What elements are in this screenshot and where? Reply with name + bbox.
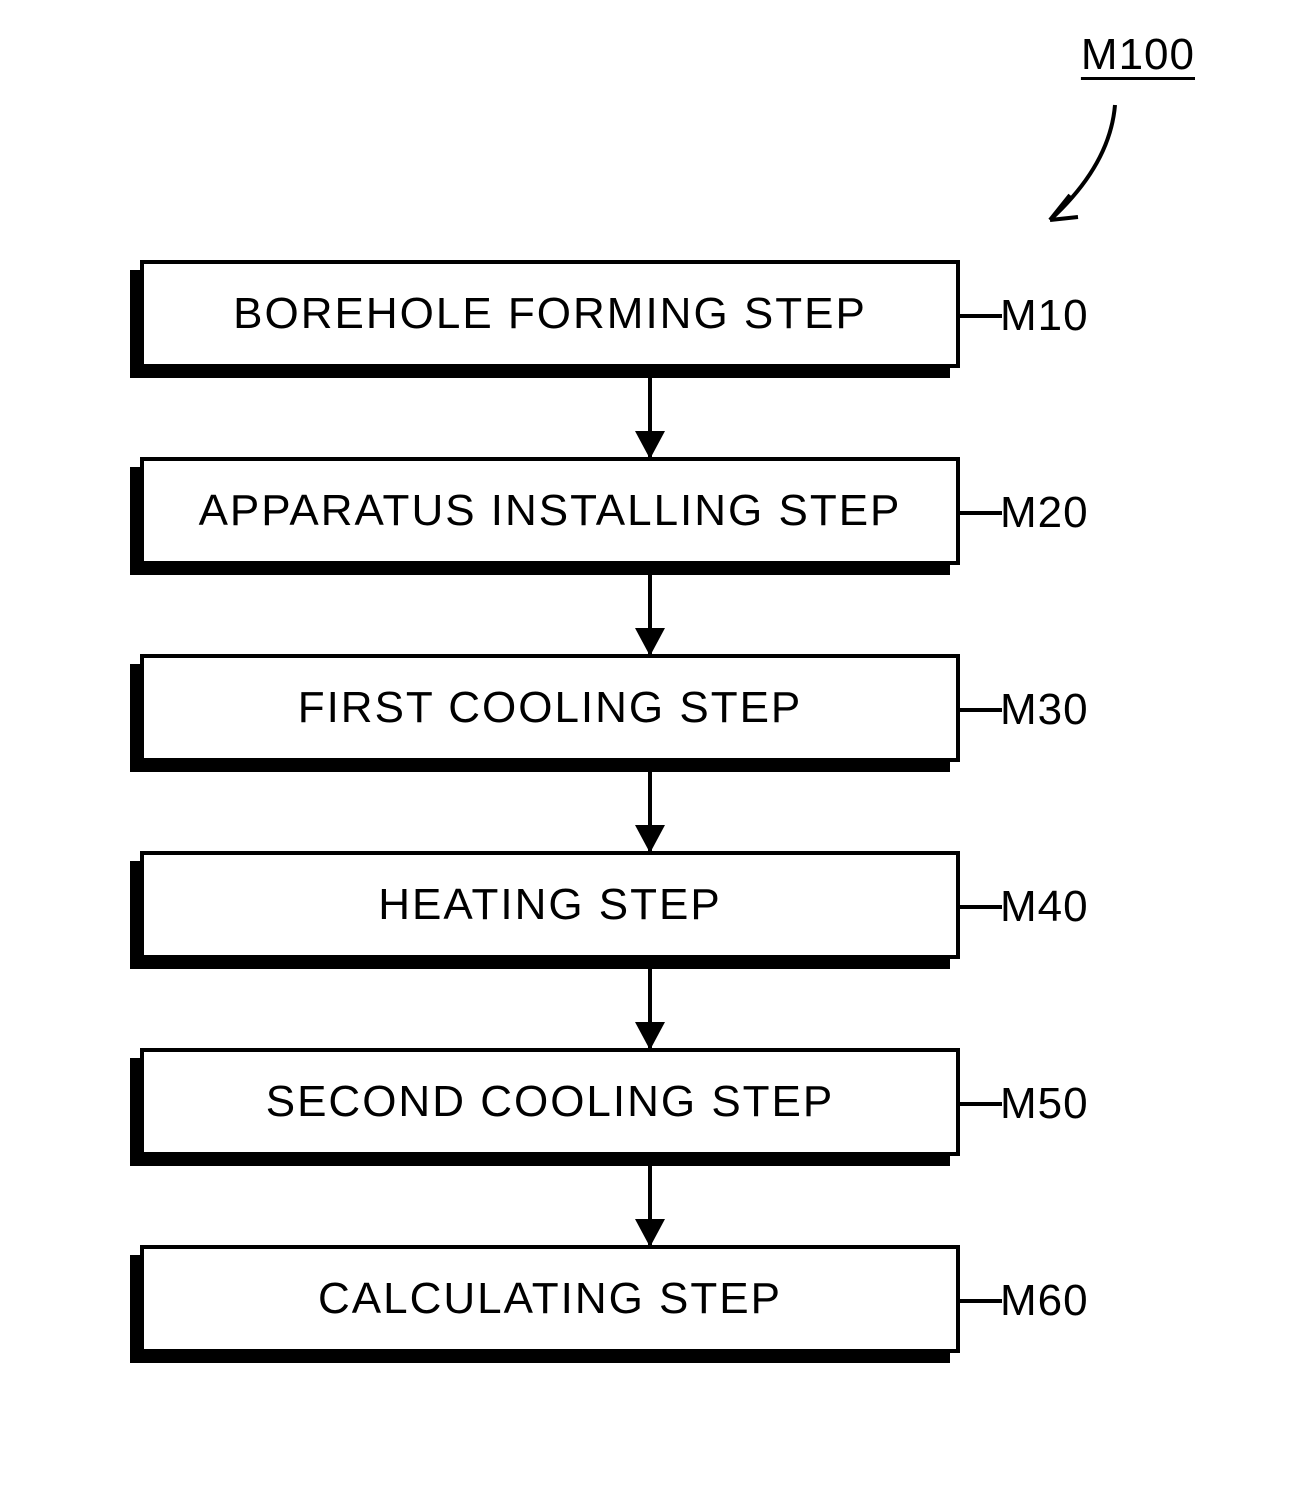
step-box-label: BOREHOLE FORMING STEP (140, 260, 960, 368)
step-box-label: HEATING STEP (140, 851, 960, 959)
arrow-down-icon (648, 963, 652, 1048)
label-connector (960, 314, 1002, 318)
arrow-down-icon (648, 1160, 652, 1245)
step-ref-label: M60 (1000, 1276, 1089, 1326)
step-box: HEATING STEP (130, 851, 960, 963)
step-box: APPARATUS INSTALLING STEP (130, 457, 960, 569)
step-ref-label: M40 (1000, 882, 1089, 932)
step-box: CALCULATING STEP (130, 1245, 960, 1357)
step-ref-label: M50 (1000, 1079, 1089, 1129)
step-row: SECOND COOLING STEP M50 (130, 1048, 1160, 1160)
label-connector (960, 905, 1002, 909)
step-box-label: CALCULATING STEP (140, 1245, 960, 1353)
step-box: SECOND COOLING STEP (130, 1048, 960, 1160)
label-connector (960, 511, 1002, 515)
flowchart-container: BOREHOLE FORMING STEP M10 APPARATUS INST… (130, 260, 1160, 1357)
step-row: BOREHOLE FORMING STEP M10 (130, 260, 1160, 372)
step-row: HEATING STEP M40 (130, 851, 1160, 963)
step-box: BOREHOLE FORMING STEP (130, 260, 960, 372)
title-pointer-icon (1020, 95, 1140, 245)
step-ref-label: M10 (1000, 291, 1089, 341)
arrow-down-icon (648, 569, 652, 654)
label-connector (960, 1102, 1002, 1106)
step-box-label: SECOND COOLING STEP (140, 1048, 960, 1156)
step-ref-label: M20 (1000, 488, 1089, 538)
step-box-label: APPARATUS INSTALLING STEP (140, 457, 960, 565)
step-row: CALCULATING STEP M60 (130, 1245, 1160, 1357)
step-box: FIRST COOLING STEP (130, 654, 960, 766)
label-connector (960, 1299, 1002, 1303)
diagram-title: M100 (1081, 30, 1195, 80)
arrow-down-icon (648, 372, 652, 457)
step-row: FIRST COOLING STEP M30 (130, 654, 1160, 766)
step-row: APPARATUS INSTALLING STEP M20 (130, 457, 1160, 569)
label-connector (960, 708, 1002, 712)
arrow-down-icon (648, 766, 652, 851)
step-box-label: FIRST COOLING STEP (140, 654, 960, 762)
step-ref-label: M30 (1000, 685, 1089, 735)
